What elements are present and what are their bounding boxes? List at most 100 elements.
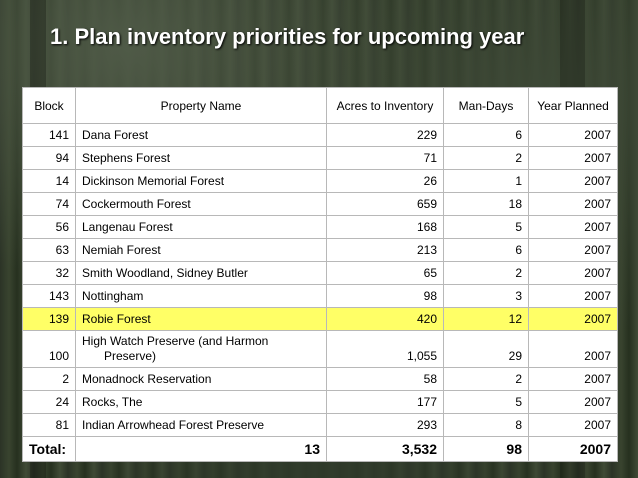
cell-year: 2007 bbox=[528, 146, 618, 170]
table-row: 2 Monadnock Reservation 58 2 2007 bbox=[22, 367, 618, 391]
cell-acres: 659 bbox=[326, 192, 444, 216]
cell-acres: 168 bbox=[326, 215, 444, 239]
cell-acres-value: 1,055 bbox=[406, 349, 437, 363]
cell-acres: 1,055 bbox=[326, 330, 444, 368]
property-name-line-1: High Watch Preserve (and Harmon bbox=[82, 334, 269, 348]
cell-acres: 58 bbox=[326, 367, 444, 391]
table-row: 24 Rocks, The 177 5 2007 bbox=[22, 390, 618, 414]
cell-year: 2007 bbox=[528, 330, 618, 368]
total-man-days: 98 bbox=[443, 436, 529, 462]
table-row: 100 High Watch Preserve (and Harmon Pres… bbox=[22, 330, 618, 368]
cell-property-name: Smith Woodland, Sidney Butler bbox=[75, 261, 327, 285]
cell-man-days: 5 bbox=[443, 390, 529, 414]
cell-year: 2007 bbox=[528, 192, 618, 216]
cell-year: 2007 bbox=[528, 367, 618, 391]
cell-man-days: 18 bbox=[443, 192, 529, 216]
cell-man-days: 6 bbox=[443, 238, 529, 262]
cell-acres: 26 bbox=[326, 169, 444, 193]
cell-year: 2007 bbox=[528, 123, 618, 147]
cell-block: 14 bbox=[22, 169, 76, 193]
total-year: 2007 bbox=[528, 436, 618, 462]
table-row: 141 Dana Forest 229 6 2007 bbox=[22, 123, 618, 147]
table-row: 143 Nottingham 98 3 2007 bbox=[22, 284, 618, 308]
table-row: 81 Indian Arrowhead Forest Preserve 293 … bbox=[22, 413, 618, 437]
cell-man-days: 2 bbox=[443, 261, 529, 285]
cell-year: 2007 bbox=[528, 413, 618, 437]
table-row-highlighted: 139 Robie Forest 420 12 2007 bbox=[22, 307, 618, 331]
cell-block: 139 bbox=[22, 307, 76, 331]
cell-property-name: Dickinson Memorial Forest bbox=[75, 169, 327, 193]
cell-property-name: Indian Arrowhead Forest Preserve bbox=[75, 413, 327, 437]
table-row: 74 Cockermouth Forest 659 18 2007 bbox=[22, 192, 618, 216]
header-property-name: Property Name bbox=[75, 87, 327, 124]
header-acres: Acres to Inventory bbox=[326, 87, 444, 124]
cell-year: 2007 bbox=[528, 307, 618, 331]
cell-block: 32 bbox=[22, 261, 76, 285]
cell-acres: 293 bbox=[326, 413, 444, 437]
cell-man-days: 3 bbox=[443, 284, 529, 308]
cell-year-value: 2007 bbox=[584, 349, 611, 363]
cell-year: 2007 bbox=[528, 215, 618, 239]
cell-year: 2007 bbox=[528, 284, 618, 308]
cell-property-name: Nottingham bbox=[75, 284, 327, 308]
cell-man-days: 12 bbox=[443, 307, 529, 331]
total-acres: 3,532 bbox=[326, 436, 444, 462]
total-label: Total: bbox=[22, 436, 76, 462]
cell-block: 141 bbox=[22, 123, 76, 147]
cell-acres: 71 bbox=[326, 146, 444, 170]
cell-block: 100 bbox=[22, 330, 76, 368]
cell-year: 2007 bbox=[528, 238, 618, 262]
cell-acres: 98 bbox=[326, 284, 444, 308]
cell-year: 2007 bbox=[528, 390, 618, 414]
cell-block: 56 bbox=[22, 215, 76, 239]
table-row: 94 Stephens Forest 71 2 2007 bbox=[22, 146, 618, 170]
cell-property-name: Langenau Forest bbox=[75, 215, 327, 239]
inventory-table: Block Property Name Acres to Inventory M… bbox=[22, 87, 618, 462]
cell-block: 24 bbox=[22, 390, 76, 414]
cell-block: 74 bbox=[22, 192, 76, 216]
table-row: 63 Nemiah Forest 213 6 2007 bbox=[22, 238, 618, 262]
cell-man-days: 5 bbox=[443, 215, 529, 239]
cell-block: 63 bbox=[22, 238, 76, 262]
cell-property-name: Dana Forest bbox=[75, 123, 327, 147]
header-man-days: Man-Days bbox=[443, 87, 529, 124]
inventory-table-container: Block Property Name Acres to Inventory M… bbox=[22, 87, 618, 462]
cell-man-days-value: 29 bbox=[508, 349, 522, 363]
cell-man-days: 29 bbox=[443, 330, 529, 368]
cell-block: 94 bbox=[22, 146, 76, 170]
table-total-row: Total: 13 3,532 98 2007 bbox=[22, 436, 618, 462]
property-name-wrapped: High Watch Preserve (and Harmon Preserve… bbox=[82, 334, 320, 367]
cell-acres: 177 bbox=[326, 390, 444, 414]
cell-property-name: Robie Forest bbox=[75, 307, 327, 331]
header-block: Block bbox=[22, 87, 76, 124]
cell-block: 81 bbox=[22, 413, 76, 437]
cell-property-name: Nemiah Forest bbox=[75, 238, 327, 262]
table-row: 32 Smith Woodland, Sidney Butler 65 2 20… bbox=[22, 261, 618, 285]
cell-block: 143 bbox=[22, 284, 76, 308]
cell-property-name: Cockermouth Forest bbox=[75, 192, 327, 216]
cell-block: 2 bbox=[22, 367, 76, 391]
cell-man-days: 1 bbox=[443, 169, 529, 193]
table-row: 14 Dickinson Memorial Forest 26 1 2007 bbox=[22, 169, 618, 193]
total-count: 13 bbox=[75, 436, 327, 462]
cell-property-name: Stephens Forest bbox=[75, 146, 327, 170]
cell-man-days: 8 bbox=[443, 413, 529, 437]
property-name-line-2: Preserve) bbox=[104, 349, 157, 363]
cell-property-name: Rocks, The bbox=[75, 390, 327, 414]
slide-title: 1. Plan inventory priorities for upcomin… bbox=[50, 24, 525, 49]
table-header-row: Block Property Name Acres to Inventory M… bbox=[22, 87, 618, 124]
header-year-planned: Year Planned bbox=[528, 87, 618, 124]
cell-block-value: 100 bbox=[48, 349, 69, 363]
cell-property-name: High Watch Preserve (and Harmon Preserve… bbox=[75, 330, 327, 368]
cell-man-days: 2 bbox=[443, 367, 529, 391]
cell-year: 2007 bbox=[528, 169, 618, 193]
cell-year: 2007 bbox=[528, 261, 618, 285]
cell-acres: 213 bbox=[326, 238, 444, 262]
cell-property-name: Monadnock Reservation bbox=[75, 367, 327, 391]
cell-man-days: 6 bbox=[443, 123, 529, 147]
cell-acres: 229 bbox=[326, 123, 444, 147]
cell-man-days: 2 bbox=[443, 146, 529, 170]
table-row: 56 Langenau Forest 168 5 2007 bbox=[22, 215, 618, 239]
cell-acres: 65 bbox=[326, 261, 444, 285]
cell-acres: 420 bbox=[326, 307, 444, 331]
